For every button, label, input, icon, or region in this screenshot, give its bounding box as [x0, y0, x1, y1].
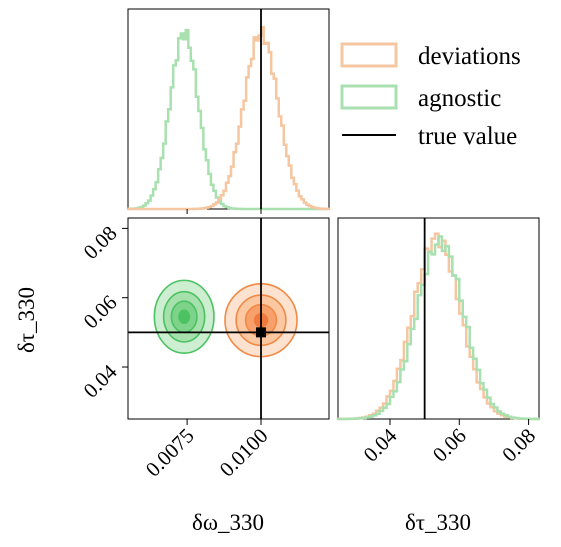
legend-swatch-agnostic	[340, 84, 398, 110]
legend-swatch-deviations	[340, 42, 398, 68]
y-axis-label-dtau: δτ_330	[14, 287, 39, 353]
x-axis-label-dtau: δτ_330	[405, 510, 471, 535]
domega-hist-deviations	[128, 25, 331, 211]
legend-label-deviations: deviations	[418, 43, 521, 70]
domega-tick-label: 0.0100	[215, 424, 273, 482]
joint-truth-marker	[256, 327, 267, 338]
x-axis-label-domega: δω_330	[192, 510, 264, 535]
domega-histograms	[126, 9, 331, 211]
joint-contours	[128, 218, 329, 419]
dtau-y-tick-label: 0.04	[79, 359, 122, 402]
dtau-x-tick-label: 0.04	[359, 423, 402, 466]
legend: deviations agnostic true value	[340, 42, 521, 150]
joint-panel-frame	[127, 217, 330, 420]
agnostic-contour-4	[178, 309, 191, 325]
dtau-hist-deviations	[336, 232, 541, 421]
dtau-hist-agnostic	[336, 235, 541, 421]
legend-label-agnostic: agnostic	[418, 85, 501, 112]
dtau-y-tick-label: 0.06	[79, 290, 122, 333]
dtau-x-tick-label: 0.06	[428, 424, 471, 467]
dtau-x-tick-label: 0.08	[497, 424, 540, 467]
domega-tick-label: 0.0075	[141, 424, 199, 482]
dtau-histogram-frame	[337, 217, 540, 420]
dtau-y-tick-label: 0.08	[79, 221, 122, 264]
legend-label-true-value: true value	[418, 123, 517, 150]
domega-hist-agnostic	[126, 28, 329, 211]
dtau-histograms	[336, 218, 541, 421]
